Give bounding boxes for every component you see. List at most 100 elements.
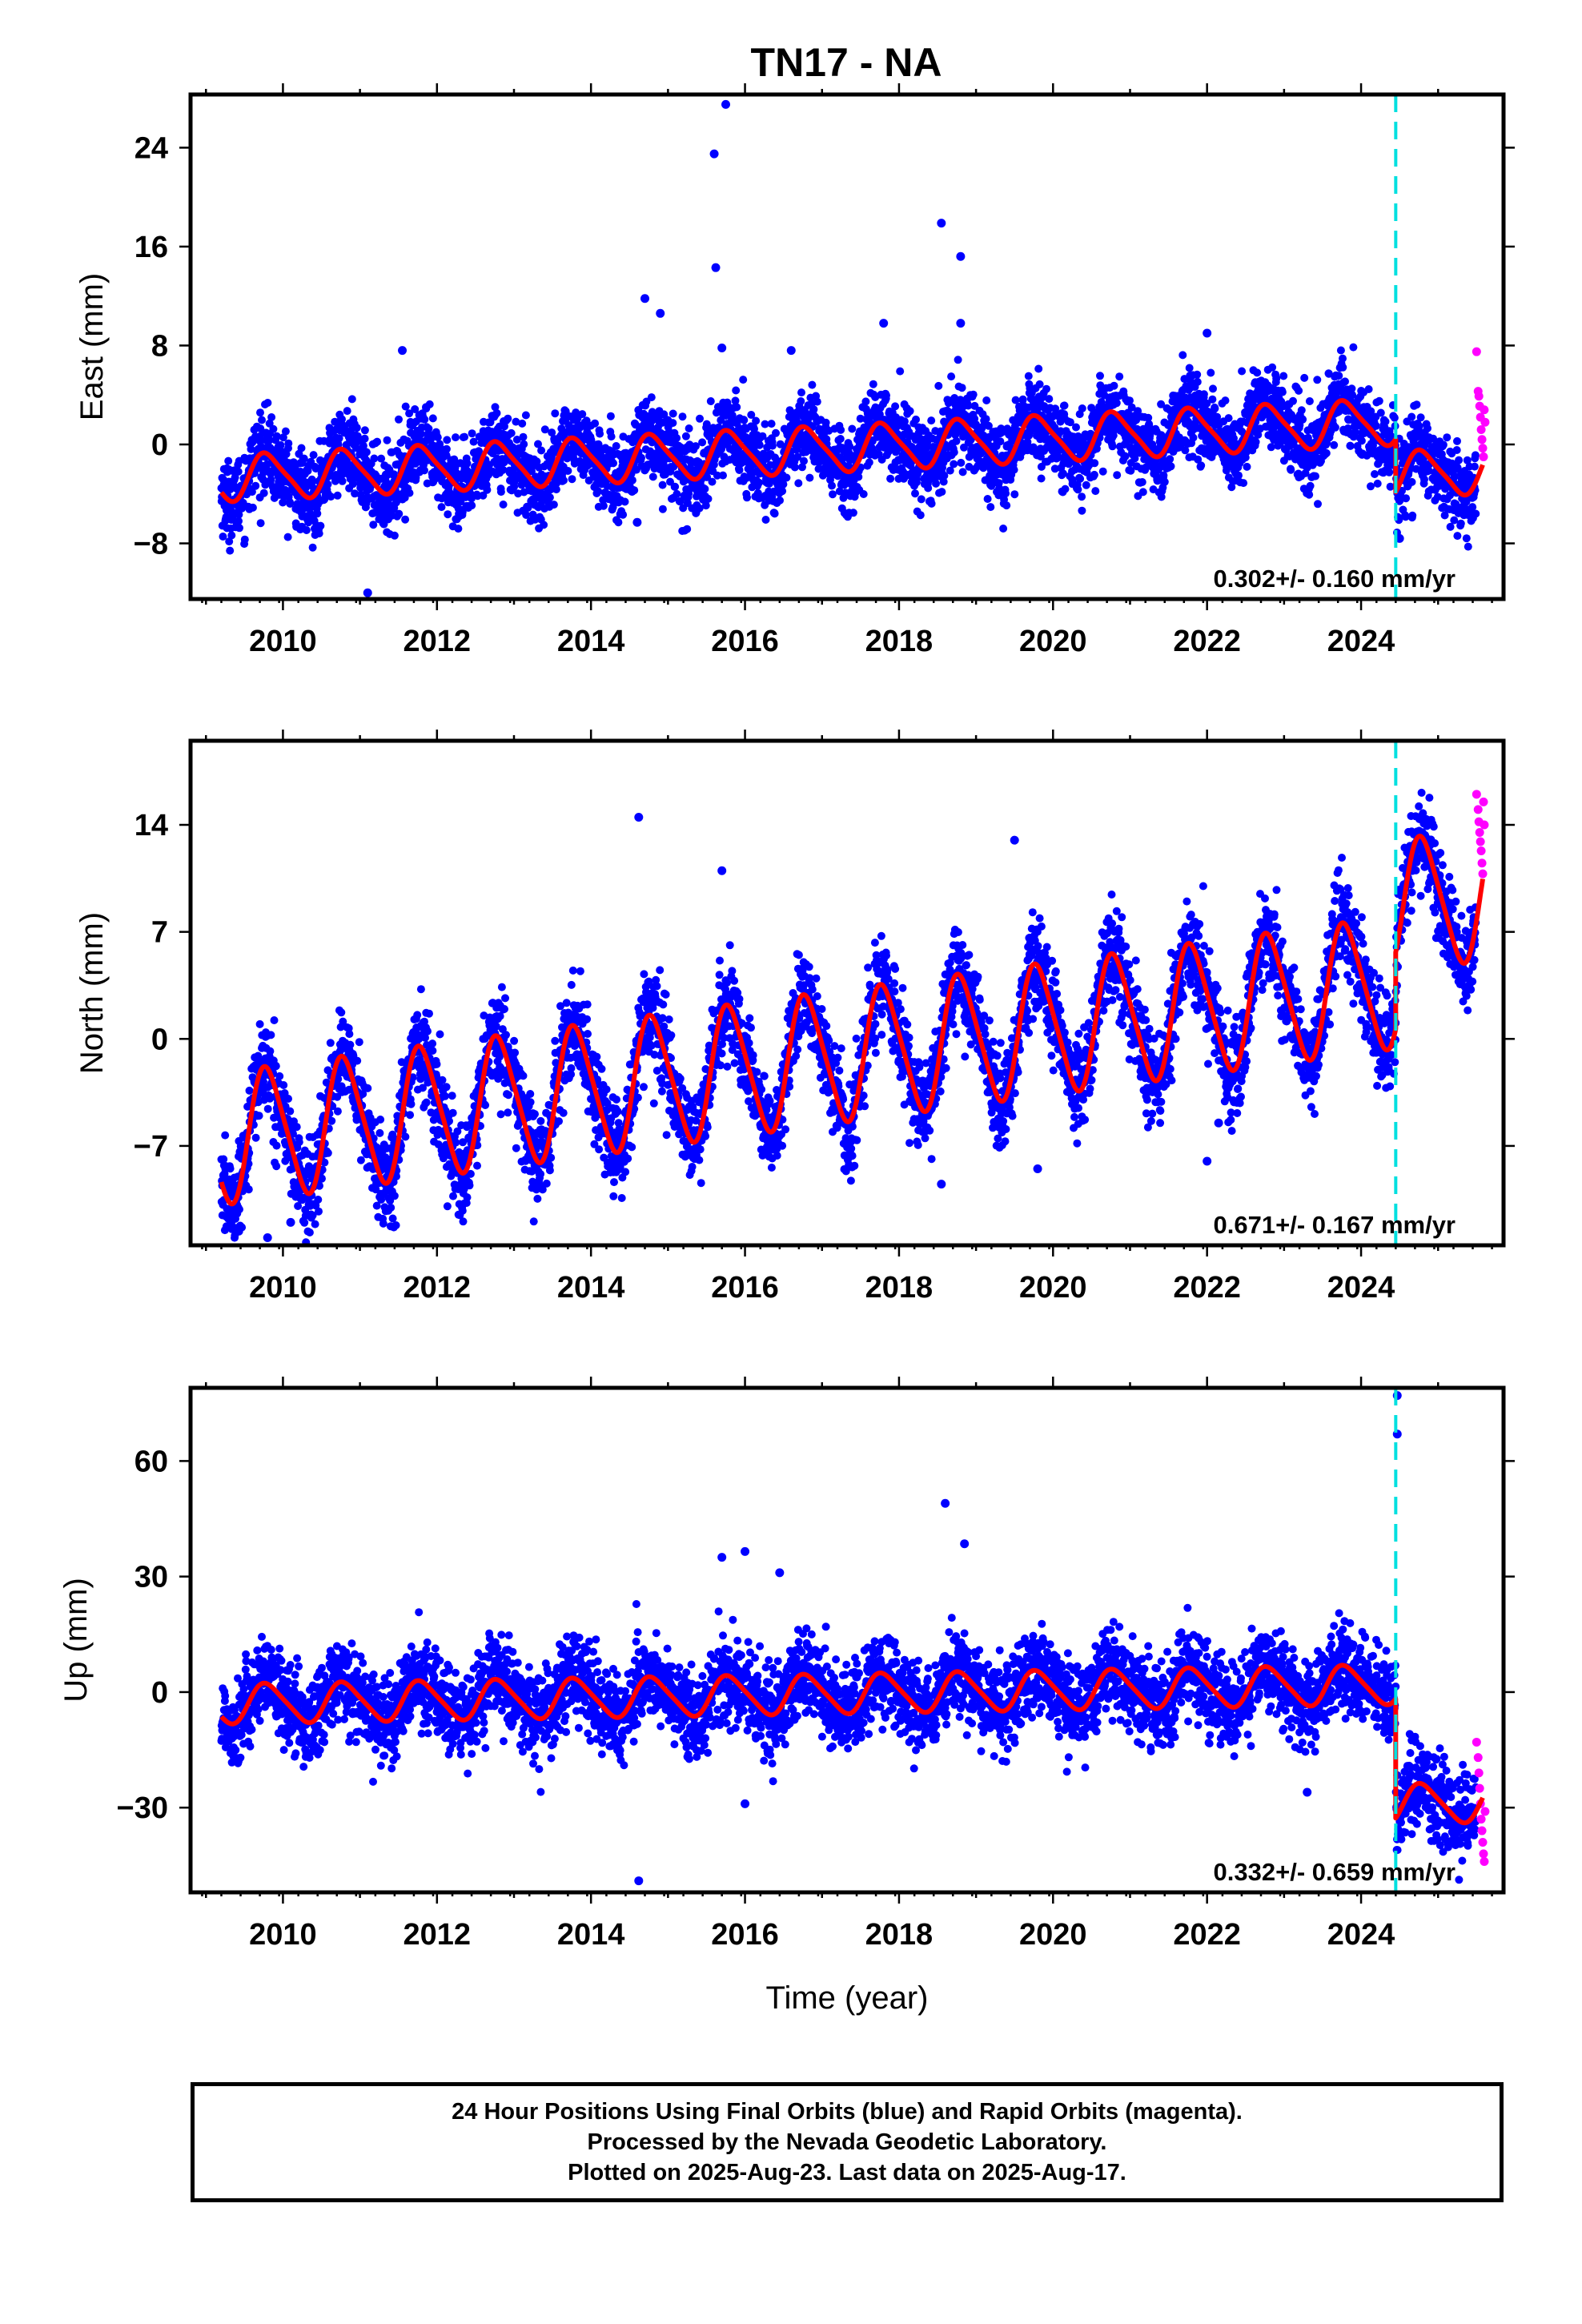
final-orbit-point — [932, 479, 940, 488]
final-orbit-point — [227, 531, 236, 540]
final-orbit-point — [224, 456, 233, 465]
final-orbit-point — [373, 437, 382, 446]
final-orbit-point — [436, 440, 444, 448]
final-orbit-point — [1373, 479, 1382, 488]
final-orbit-outlier-point — [640, 294, 650, 304]
final-orbit-point — [1272, 374, 1281, 383]
final-orbit-point — [813, 397, 821, 406]
final-orbit-point — [1239, 479, 1248, 488]
final-orbit-point — [782, 473, 791, 482]
final-orbit-point — [797, 397, 805, 405]
final-orbit-point — [1278, 388, 1287, 396]
final-orbit-point — [338, 476, 347, 485]
final-orbit-point — [658, 480, 667, 489]
final-orbit-point — [1300, 373, 1309, 382]
final-orbit-point — [492, 408, 501, 417]
final-orbit-point — [255, 1019, 264, 1028]
final-orbit-point — [1078, 506, 1086, 515]
rapid-orbit-point — [1474, 392, 1484, 401]
y-tick-label: 0 — [151, 428, 168, 462]
final-orbit-point — [383, 436, 391, 444]
final-orbit-point — [669, 419, 677, 428]
final-orbit-point — [1331, 423, 1339, 432]
final-orbit-point — [934, 381, 943, 390]
final-orbit-point — [797, 388, 805, 397]
final-orbit-point — [370, 454, 379, 463]
final-orbit-point — [405, 409, 414, 418]
final-orbit-point — [1299, 415, 1307, 424]
final-orbit-point — [755, 478, 764, 487]
final-orbit-point — [460, 432, 469, 441]
final-orbit-point — [628, 476, 636, 485]
final-orbit-point — [1456, 519, 1465, 528]
final-orbit-point — [578, 410, 587, 419]
final-orbit-point — [255, 1112, 263, 1120]
final-orbit-point — [411, 405, 420, 413]
final-orbit-point — [1416, 413, 1425, 422]
final-orbit-point — [491, 403, 500, 412]
final-orbit-point — [772, 428, 780, 437]
final-orbit-point — [443, 436, 452, 444]
y-axis-label-east: East (mm) — [74, 273, 110, 420]
final-orbit-point — [454, 525, 463, 533]
final-orbit-point — [549, 501, 558, 509]
final-orbit-point — [279, 433, 287, 442]
final-orbit-point — [1243, 462, 1251, 471]
final-orbit-point — [637, 453, 645, 462]
final-orbit-point — [798, 463, 806, 472]
final-orbit-point — [521, 411, 530, 420]
final-orbit-point — [648, 472, 657, 481]
final-orbit-point — [950, 460, 958, 468]
final-orbit-point — [1341, 377, 1349, 386]
final-orbit-point — [389, 470, 398, 479]
final-orbit-point — [761, 516, 770, 524]
final-orbit-point — [859, 490, 868, 498]
final-orbit-point — [1364, 385, 1373, 393]
final-orbit-point — [737, 458, 746, 467]
final-orbit-point — [534, 440, 542, 448]
rapid-orbit-point — [1477, 435, 1487, 444]
final-orbit-point — [1221, 396, 1230, 405]
final-orbit-point — [299, 454, 308, 463]
final-orbit-point — [1166, 455, 1174, 464]
final-orbit-point — [1339, 363, 1347, 372]
final-orbit-point — [548, 428, 556, 437]
final-orbit-point — [225, 537, 234, 546]
final-orbit-point — [283, 533, 292, 541]
final-orbit-point — [499, 501, 508, 509]
final-orbit-point — [733, 403, 741, 412]
final-orbit-point — [221, 1131, 230, 1140]
final-orbit-point — [790, 463, 799, 472]
final-orbit-point — [265, 419, 274, 428]
final-orbit-point — [794, 479, 803, 488]
final-orbit-point — [1287, 465, 1295, 474]
final-orbit-point — [235, 510, 243, 519]
final-orbit-point — [352, 424, 361, 432]
final-orbit-point — [401, 515, 410, 524]
final-orbit-point — [518, 419, 527, 428]
final-orbit-point — [1090, 459, 1099, 468]
final-orbit-point — [1002, 489, 1010, 498]
final-orbit-point — [750, 424, 758, 433]
final-orbit-point — [685, 424, 693, 432]
final-orbit-point — [1420, 475, 1428, 484]
final-orbit-point — [1002, 501, 1011, 510]
final-orbit-point — [416, 429, 425, 438]
final-orbit-point — [849, 509, 857, 517]
final-orbit-point — [1314, 500, 1322, 509]
final-orbit-point — [1076, 474, 1085, 483]
final-orbit-outlier-point — [721, 99, 731, 109]
final-orbit-point — [1090, 470, 1098, 479]
final-orbit-point — [1082, 480, 1090, 489]
final-orbit-point — [1267, 443, 1275, 452]
final-orbit-point — [848, 424, 857, 433]
final-orbit-point — [265, 436, 274, 444]
final-orbit-point — [1470, 462, 1479, 471]
final-orbit-point — [821, 418, 830, 427]
final-orbit-point — [251, 481, 260, 490]
final-orbit-point — [1060, 401, 1069, 410]
final-orbit-point — [683, 525, 692, 533]
final-orbit-point — [519, 432, 528, 441]
final-orbit-point — [276, 440, 285, 449]
final-orbit-point — [982, 415, 990, 424]
